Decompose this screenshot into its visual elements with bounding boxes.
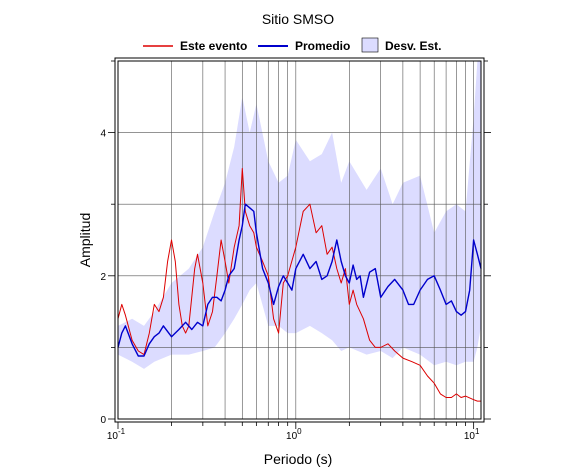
x-tick-label: 101 xyxy=(464,427,480,442)
series-layer xyxy=(117,167,482,402)
legend-label-este-evento: Este evento xyxy=(180,39,247,53)
legend-label-promedio: Promedio xyxy=(295,39,350,53)
series-line-este-evento xyxy=(117,167,481,402)
y-tick-label: 4 xyxy=(100,129,106,140)
legend: Este evento Promedio Desv. Est. xyxy=(143,37,441,53)
std-dev-band-layer xyxy=(118,61,481,369)
series-line-promedio xyxy=(117,203,482,357)
tick-layer: 10-1 100 101 0 2 4 xyxy=(100,60,491,442)
x-axis-label: Periodo (s) xyxy=(264,451,332,467)
chart-title: Sitio SMSO xyxy=(262,11,334,27)
y-axis-label: Amplitud xyxy=(77,213,93,267)
plot-frame xyxy=(117,60,482,420)
plot-frame-outer xyxy=(114,57,485,423)
y-tick-label: 2 xyxy=(100,272,106,283)
std-dev-band xyxy=(118,61,481,369)
x-tick-label: 10-1 xyxy=(107,427,126,442)
y-tick-label: 0 xyxy=(100,415,106,426)
legend-swatch-desv-est xyxy=(361,37,379,53)
frame-layer xyxy=(114,57,485,423)
legend-label-desv-est: Desv. Est. xyxy=(385,39,441,53)
x-tick-label: 100 xyxy=(286,427,302,442)
